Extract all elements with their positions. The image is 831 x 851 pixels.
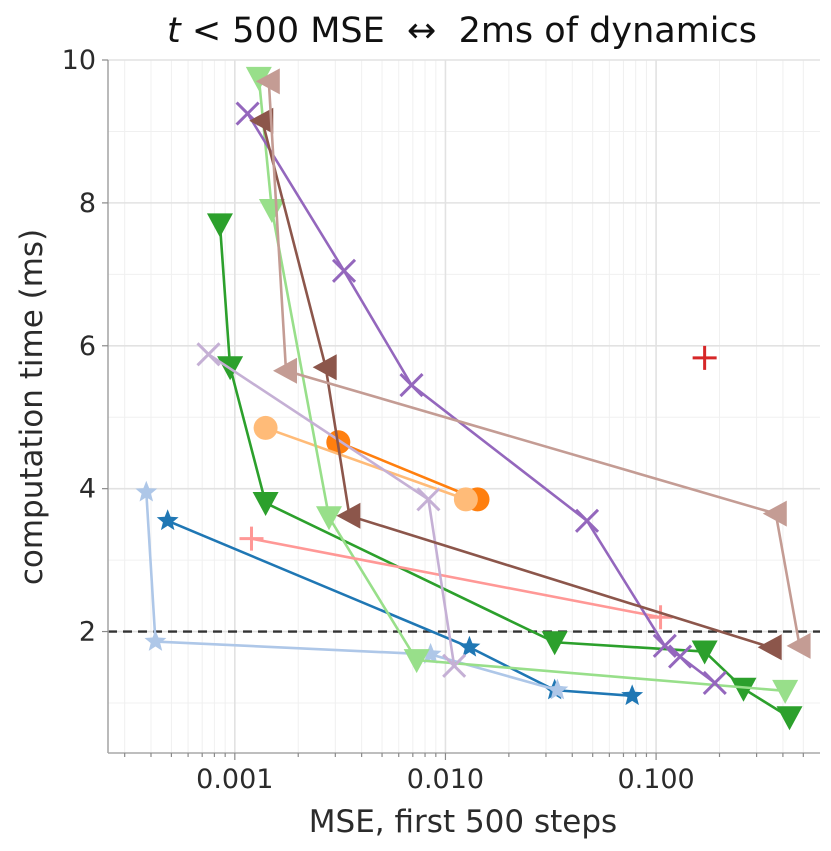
data-point [156,509,179,531]
data-point [757,634,782,661]
chart-title: t < 500 MSE ↔ 2ms of dynamics [167,11,757,51]
data-point [403,649,430,674]
series-layer [135,66,811,731]
x-axis-label: MSE, first 500 steps [309,804,617,840]
data-point [316,506,343,531]
data-point [245,66,272,91]
data-point [574,508,600,533]
data-point [312,354,337,381]
data-point [652,633,677,658]
data-point [762,500,787,527]
data-point [702,670,727,696]
series-line [251,537,661,619]
data-point [692,345,717,370]
data-point [442,653,467,678]
data-point [249,107,274,134]
series-6 [692,345,717,370]
y-tick-label: 2 [79,617,96,648]
y-tick-label: 6 [79,331,96,362]
data-point [776,706,803,731]
data-point [255,68,280,95]
data-point [419,642,442,664]
data-point [336,502,361,529]
series-3 [253,415,478,512]
data-point [399,373,424,398]
data-point [252,491,279,516]
data-point [648,605,673,630]
data-point [458,635,481,657]
series-11 [255,68,811,659]
y-tick-label: 8 [79,188,96,219]
series-1 [135,480,569,700]
data-point [621,684,644,706]
data-point [273,357,298,384]
x-tick-label: 0.001 [196,764,273,795]
data-point [786,632,811,659]
y-axis-label: computation time (ms) [14,229,50,585]
data-point [546,678,569,700]
data-point [416,487,441,512]
series-line [145,492,558,692]
y-tick-label: 10 [62,45,96,76]
axes: 0.001 0.010 0.100 2 4 6 8 10 [62,45,820,795]
series-line [337,441,479,501]
data-point [144,630,167,651]
data-point [541,631,568,656]
x-tick-label: 0.100 [617,764,694,795]
data-point [453,487,478,512]
series-5 [245,66,799,704]
data-point [206,213,233,238]
series-line [261,120,772,649]
series-7 [239,526,673,630]
series-10 [249,107,782,661]
data-point [668,644,693,669]
y-tick-label: 4 [79,474,96,505]
plot-background [108,60,820,753]
data-point [691,640,718,665]
series-8 [235,101,727,696]
data-point [258,199,285,224]
series-9 [196,342,467,678]
series-line [265,426,467,501]
title-italic-t: t [167,11,182,51]
data-point [135,480,158,502]
x-tick-label: 0.010 [407,764,484,795]
data-point [331,258,357,283]
data-point [253,415,278,440]
data-point [730,677,757,702]
data-point [239,526,264,551]
series-line [267,81,801,647]
data-point [196,342,221,367]
data-point [772,679,799,704]
title-rest: < 500 MSE ↔ 2ms of dynamics [181,11,757,51]
